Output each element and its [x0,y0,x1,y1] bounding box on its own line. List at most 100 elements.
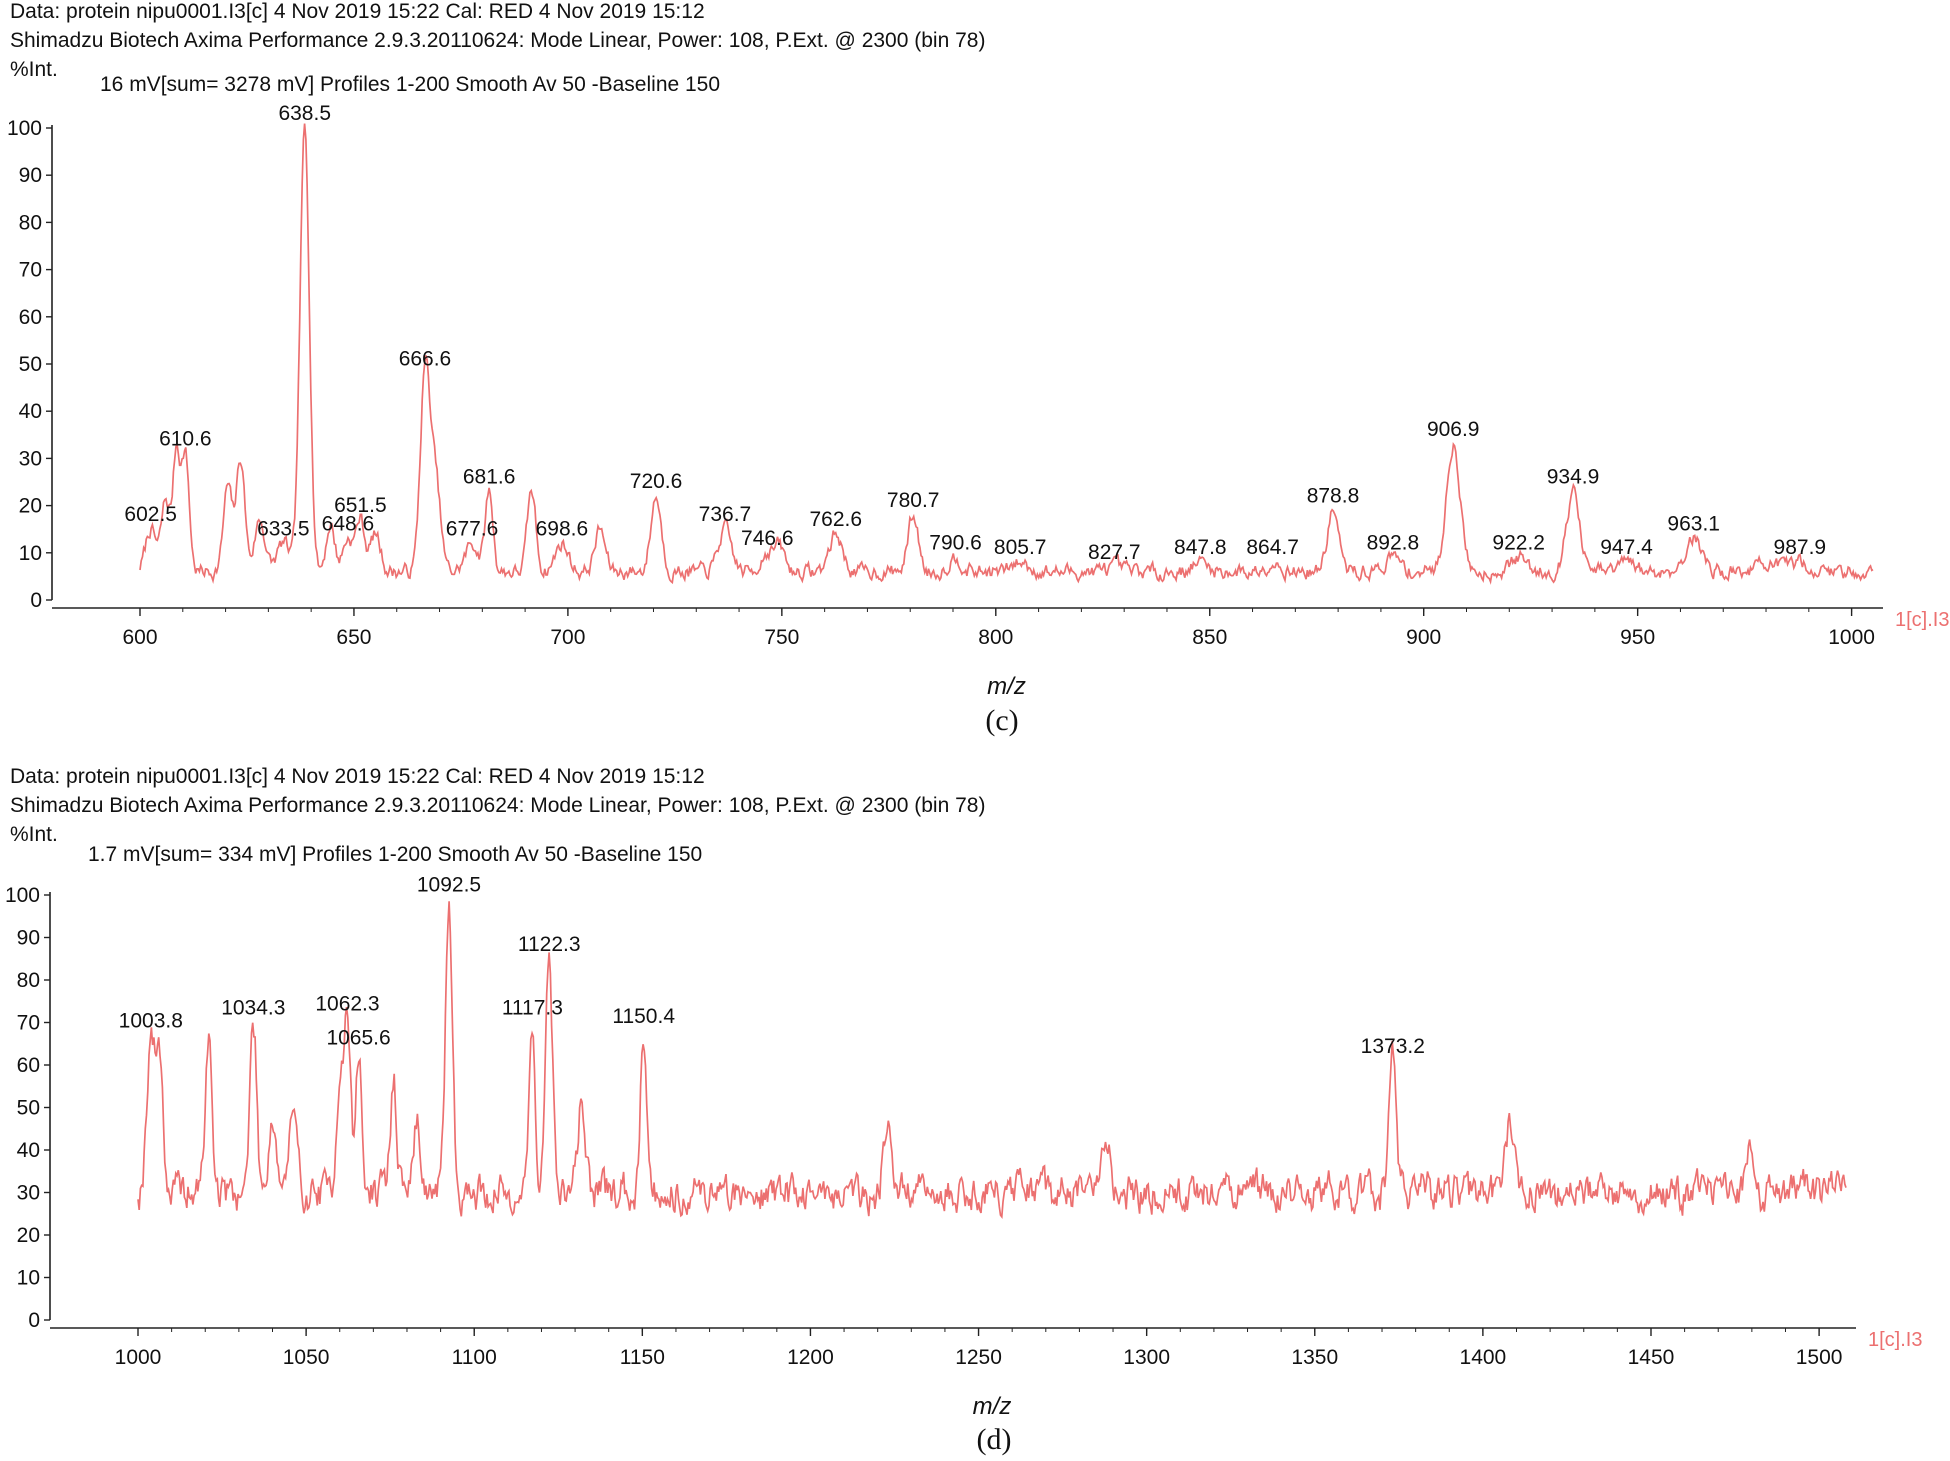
peak-label: 1062.3 [315,992,379,1015]
axes: 0 10 20 30 40 50 60 70 80 90 100 1000 1050 1100 1150 12… [5,884,1923,1420]
peak-label: 651.5 [334,494,387,517]
y-tick-label: 100 [5,884,40,907]
acquisition-subtitle: 16 mV[sum= 3278 mV] Profiles 1-200 Smoot… [100,73,721,96]
y-tick-label: 40 [17,1139,40,1162]
y-tick-label: 80 [19,211,42,234]
x-tick-label: 1450 [1628,1346,1675,1369]
peak-label: 922.2 [1492,532,1545,555]
peak-label: 1003.8 [119,1009,183,1032]
peak-label: 602.5 [124,503,177,526]
peak-label: 780.7 [887,489,940,512]
y-tick-label: 50 [17,1097,40,1120]
header-instrument-line: Shimadzu Biotech Axima Performance 2.9.3… [10,794,986,817]
peak-label: 648.6 [322,513,375,536]
y-tick-label: 90 [17,927,40,950]
y-tick-label: 0 [28,1309,40,1332]
spectrum-plot-c: 0 10 20 30 40 50 60 70 80 90 100 600 650 700 750 800 850… [7,102,1950,700]
x-tick-label: 900 [1406,626,1441,649]
peak-label: 847.8 [1174,536,1227,559]
panel-caption: (d) [976,1423,1012,1456]
header-data-line: Data: protein nipu0001.I3[c] 4 Nov 2019 … [10,0,705,23]
x-tick-label: 800 [978,626,1013,649]
trace-label: 1[c].I3 [1895,609,1949,631]
peak-label: 1092.5 [417,873,481,896]
peak-label: 633.5 [257,517,310,540]
x-tick-label: 1400 [1460,1346,1507,1369]
spectrum-plot-d: 0 10 20 30 40 50 60 70 80 90 100 1000 1050 1100 1150 12… [5,873,1923,1420]
peak-label: 1034.3 [221,997,285,1020]
x-tick-label: 600 [122,626,157,649]
spectrum-trace [139,123,1874,585]
y-axis-label: %Int. [10,58,58,81]
peak-label: 1065.6 [326,1026,390,1049]
x-tick-label: 1200 [787,1346,834,1369]
peak-label: 790.6 [929,532,982,555]
x-tick-label: 1500 [1796,1346,1843,1369]
x-tick-label: 950 [1620,626,1655,649]
peak-label: 805.7 [994,536,1047,559]
peak-label: 762.6 [809,508,862,531]
x-tick-label: 1150 [620,1346,665,1369]
y-axis-label: %Int. [10,823,58,846]
header-data-line: Data: protein nipu0001.I3[c] 4 Nov 2019 … [10,765,705,788]
y-tick-label: 100 [7,117,42,140]
y-tick-label: 20 [17,1224,40,1247]
peak-label: 864.7 [1246,536,1299,559]
y-tick-label: 30 [17,1182,40,1205]
spectrum-trace [137,901,1847,1219]
header-instrument-line: Shimadzu Biotech Axima Performance 2.9.3… [10,29,986,52]
y-tick-label: 10 [19,542,42,565]
panel-caption: (c) [985,704,1019,737]
x-tick-label: 1000 [115,1346,162,1369]
y-tick-label: 20 [19,495,42,518]
peak-label: 720.6 [630,470,683,493]
y-tick-label: 70 [19,259,42,282]
peak-label: 666.6 [399,347,452,370]
axes: 0 10 20 30 40 50 60 70 80 90 100 600 650 700 750 800 850… [7,117,1950,700]
y-tick-label: 40 [19,400,42,423]
x-tick-label: 700 [550,626,585,649]
peak-label: 736.7 [699,503,752,526]
y-tick-label: 0 [30,589,42,612]
peak-label: 827.7 [1088,541,1141,564]
peak-label: 963.1 [1667,513,1720,536]
spectrum-panel-c: Data: protein nipu0001.I3[c] 4 Nov 2019 … [7,0,1950,737]
peak-label: 1122.3 [518,933,581,956]
x-tick-label: 750 [764,626,799,649]
peak-label: 1373.2 [1361,1035,1425,1058]
y-tick-label: 90 [19,164,42,187]
peak-label: 1150.4 [612,1005,675,1028]
acquisition-subtitle: 1.7 mV[sum= 334 mV] Profiles 1-200 Smoot… [88,843,703,866]
x-tick-label: 1300 [1123,1346,1170,1369]
x-tick-label: 650 [336,626,371,649]
peak-label: 892.8 [1367,532,1420,555]
peak-label: 610.6 [159,428,212,451]
y-tick-label: 30 [19,447,42,470]
peak-label: 947.4 [1600,536,1653,559]
x-axis-label: m/z [973,1393,1012,1420]
peak-label: 746.6 [741,527,794,550]
peak-label: 681.6 [463,465,516,488]
peak-label: 934.9 [1547,465,1600,488]
x-tick-label: 1250 [955,1346,1002,1369]
y-tick-label: 50 [19,353,42,376]
peak-label: 1117.3 [502,997,563,1020]
trace-label: 1[c].I3 [1868,1329,1922,1351]
y-tick-label: 10 [17,1267,40,1290]
peak-label: 987.9 [1774,536,1827,559]
peak-labels: 1003.8 1034.3 1062.3 1065.6 1092.5 1117.3 1122… [119,873,1425,1058]
x-axis-label: m/z [987,673,1026,700]
spectrum-panel-d: Data: protein nipu0001.I3[c] 4 Nov 2019 … [0,765,1950,1461]
x-tick-label: 850 [1192,626,1227,649]
peak-label: 698.6 [536,517,589,540]
peak-label: 878.8 [1307,484,1360,507]
peak-label: 906.9 [1427,418,1480,441]
y-tick-label: 80 [17,969,40,992]
x-tick-label: 1350 [1291,1346,1338,1369]
peak-label: 677.6 [446,517,499,540]
y-tick-label: 60 [17,1054,40,1077]
x-tick-label: 1000 [1828,626,1875,649]
y-tick-label: 70 [17,1012,40,1035]
x-tick-label: 1100 [452,1346,497,1369]
